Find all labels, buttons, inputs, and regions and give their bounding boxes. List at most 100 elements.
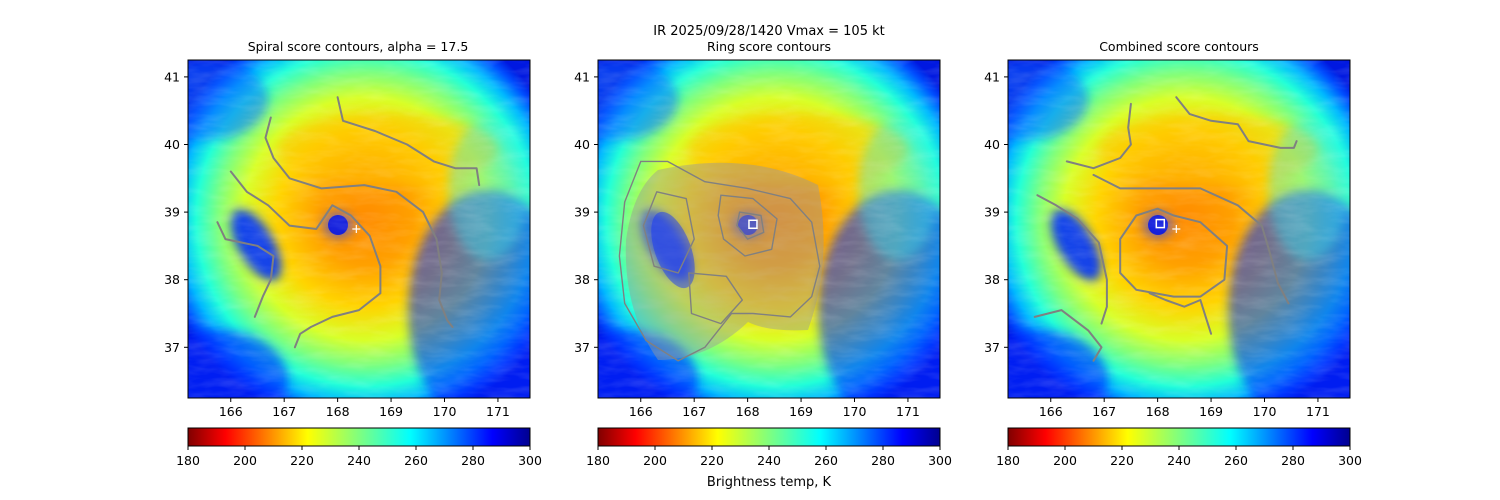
x-axis-combined: 166 167 168 169 170 171 <box>1039 398 1330 419</box>
x-tick-label: 167 <box>1092 404 1116 419</box>
center-plus-marker <box>1172 225 1181 233</box>
x-tick-label: 166 <box>1039 404 1063 419</box>
colorbar-ticks-3: 180 200 220 240 260 280 300 <box>996 446 1362 468</box>
contour-line-1 <box>1175 96 1298 149</box>
y-tick-label: 40 <box>984 137 1000 152</box>
panel-spiral: Spiral score contours, alpha = 17.5 166 1… <box>148 39 568 430</box>
colorbar-tick-label: 260 <box>404 453 428 468</box>
x-tick-label: 169 <box>789 404 813 419</box>
x-tick-label: 167 <box>682 404 706 419</box>
colorbar-tick-label: 300 <box>1338 453 1362 468</box>
y-axis-spiral: 37 38 39 40 41 <box>164 69 188 355</box>
spiral-markers <box>352 225 361 233</box>
panel-title-spiral: Spiral score contours, alpha = 17.5 <box>248 39 469 54</box>
ring-markers <box>748 219 758 230</box>
colorbar-tick-label: 180 <box>586 453 610 468</box>
y-tick-label: 39 <box>574 205 590 220</box>
contour-line-1 <box>336 96 481 187</box>
x-tick-label: 171 <box>1306 404 1330 419</box>
colorbar-tick-label: 240 <box>1167 453 1191 468</box>
contour-line-2 <box>264 116 454 328</box>
ring-contours <box>618 160 821 362</box>
contour-line-6 <box>1148 292 1213 335</box>
y-tick-label: 40 <box>164 137 180 152</box>
colorbar-tick-label: 180 <box>176 453 200 468</box>
colorbar-tick-label: 300 <box>518 453 542 468</box>
x-tick-label: 170 <box>433 404 457 419</box>
y-tick-label: 38 <box>164 272 180 287</box>
contour-line-1 <box>618 160 821 362</box>
y-tick-label: 39 <box>164 205 180 220</box>
contour-line-3 <box>1092 173 1290 305</box>
center-square-marker <box>748 219 758 230</box>
colorbar-tick-label: 260 <box>814 453 838 468</box>
y-tick-label: 38 <box>574 272 590 287</box>
plot-area-ring <box>558 60 978 430</box>
panel-title-ring: Ring score contours <box>707 39 831 54</box>
x-tick-label: 167 <box>272 404 296 419</box>
plot-area-combined <box>968 60 1388 430</box>
x-tick-label: 170 <box>1253 404 1277 419</box>
x-tick-label: 169 <box>379 404 403 419</box>
y-axis-combined: 37 38 39 40 41 <box>984 69 1008 355</box>
contour-line-7 <box>1033 309 1103 362</box>
y-tick-label: 41 <box>984 69 1000 84</box>
contour-line-4 <box>642 191 695 274</box>
y-tick-label: 38 <box>984 272 1000 287</box>
colorbar-1: 180 200 220 240 260 280 300 <box>176 427 542 468</box>
colorbar-tick-label: 220 <box>290 453 314 468</box>
x-tick-label: 171 <box>486 404 510 419</box>
colorbar-tick-label: 280 <box>1281 453 1305 468</box>
colorbar-tick-label: 240 <box>757 453 781 468</box>
combined-contours <box>1033 96 1298 362</box>
contour-line-2 <box>717 194 778 257</box>
x-tick-label: 166 <box>219 404 243 419</box>
contour-line-5 <box>688 272 743 325</box>
x-tick-label: 171 <box>896 404 920 419</box>
colorbar-tick-label: 220 <box>1110 453 1134 468</box>
y-axis-ring: 37 38 39 40 41 <box>574 69 598 355</box>
colorbar-tick-label: 200 <box>1053 453 1077 468</box>
colorbar-tick-label: 180 <box>996 453 1020 468</box>
panel-combined: Combined score contours 166 167 168 169 170 1… <box>968 39 1388 430</box>
colorbar-ticks-2: 180 200 220 240 260 280 300 <box>586 446 952 468</box>
spiral-contours <box>216 96 481 349</box>
center-plus-marker <box>352 225 361 233</box>
x-tick-label: 169 <box>1199 404 1223 419</box>
y-tick-label: 37 <box>574 340 590 355</box>
colorbar-tick-label: 220 <box>700 453 724 468</box>
y-tick-label: 40 <box>574 137 590 152</box>
colorbar-tick-label: 240 <box>347 453 371 468</box>
contour-line-5 <box>1119 207 1229 298</box>
x-axis-spiral: 166 167 168 169 170 171 <box>219 398 510 419</box>
y-tick-label: 37 <box>164 340 180 355</box>
y-tick-label: 41 <box>574 69 590 84</box>
colorbar-3: 180 200 220 240 260 280 300 <box>996 427 1362 468</box>
y-tick-label: 37 <box>984 340 1000 355</box>
colorbar-tick-label: 300 <box>928 453 952 468</box>
ring-contour-region <box>625 162 824 360</box>
x-tick-label: 168 <box>1146 404 1170 419</box>
colorbar-tick-label: 280 <box>461 453 485 468</box>
contour-line-3 <box>229 170 382 349</box>
y-tick-label: 39 <box>984 205 1000 220</box>
colorbar-tick-label: 260 <box>1224 453 1248 468</box>
panel-title-combined: Combined score contours <box>1099 39 1259 54</box>
colorbar-2: 180 200 220 240 260 280 300 Brightness temp, K <box>586 427 952 490</box>
colorbar-tick-label: 200 <box>643 453 667 468</box>
x-tick-label: 166 <box>629 404 653 419</box>
combined-markers <box>1155 218 1181 233</box>
contour-line-3 <box>736 211 765 240</box>
x-tick-label: 170 <box>843 404 867 419</box>
colorbar-label: Brightness temp, K <box>707 475 832 490</box>
contour-line-2 <box>1065 102 1132 170</box>
contour-line-4 <box>216 221 275 318</box>
panel-ring: Ring score contours 166 167 168 169 170 171 3… <box>558 39 978 430</box>
figure-title: IR 2025/09/28/1420 Vmax = 105 kt <box>653 24 884 39</box>
plot-area-spiral <box>148 60 568 430</box>
colorbar-ticks-1: 180 200 220 240 260 280 300 <box>176 446 542 468</box>
colorbar-tick-label: 200 <box>233 453 257 468</box>
center-square-marker <box>1155 218 1166 229</box>
colorbar-tick-label: 280 <box>871 453 895 468</box>
